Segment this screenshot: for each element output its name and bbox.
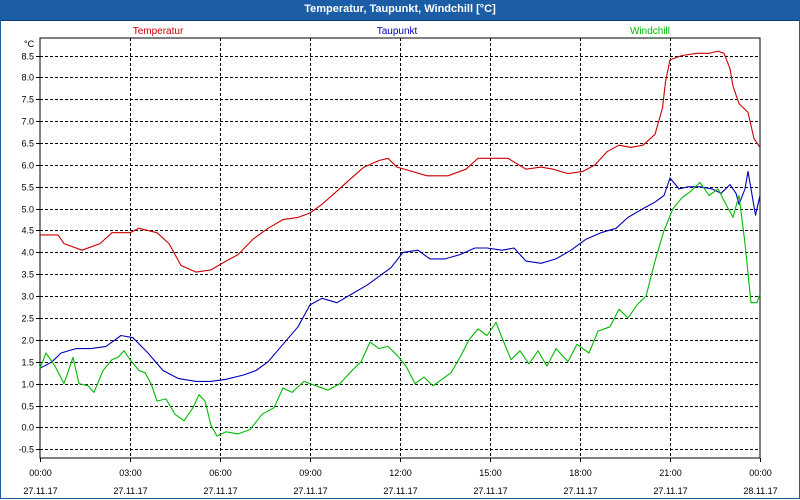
y-tick-label: 2.5 [21,314,34,324]
y-tick-label: 1.5 [21,358,34,368]
y-tick-labels: 8.5 8.0 7.5 7.0 6.5 6.0 5.5 5.0 4.5 4.0 3.5 3.0 2.5 2… [18,52,34,455]
y-tick-label: 0.5 [21,402,34,412]
x-tick-time: 00:00 [29,468,52,478]
y-tick-label: 4.0 [21,248,34,258]
x-tick-time: 21:00 [659,468,682,478]
x-tick-time: 03:00 [119,468,142,478]
series-lines [39,50,761,437]
x-tick-time: 12:00 [389,468,412,478]
y-tick-label: 8.5 [21,52,34,62]
legend-item-temperatur: Temperatur [133,26,184,37]
x-tick-time: 06:00 [209,468,232,478]
window-title: Temperatur, Taupunkt, Windchill [°C] [304,3,496,15]
x-tick-labels: 00:00 27.11.17 03:00 27.11.17 06:00 27.11.17 0… [23,468,777,496]
x-tick-date: 27.11.17 [203,486,237,496]
y-axis-unit: °C [24,39,35,49]
grid-lines [40,38,760,458]
x-tick-date: 27.11.17 [383,486,417,496]
x-tick-date: 27.11.17 [113,486,147,496]
legend-item-taupunkt: Taupunkt [377,26,418,37]
series-line-windchill [39,181,761,437]
y-tick-label: 1.0 [21,380,34,390]
x-tick-date: 27.11.17 [23,486,57,496]
x-tick-time: 18:00 [569,468,592,478]
y-tick-label: -0.5 [18,445,34,455]
y-tick-label: 3.0 [21,292,34,302]
x-tick-date: 27.11.17 [563,486,597,496]
axes [36,37,761,462]
y-tick-label: 6.5 [21,139,34,149]
x-tick-date: 27.11.17 [653,486,687,496]
series-line-taupunkt [39,170,761,382]
y-tick-label: 6.0 [21,161,34,171]
y-tick-label: 7.0 [21,117,34,127]
x-tick-date: 27.11.17 [293,486,327,496]
legend: Temperatur Taupunkt Windchill [133,26,670,37]
y-tick-label: 2.0 [21,336,34,346]
series-line-temperatur [40,50,761,273]
x-tick-time: 09:00 [299,468,322,478]
x-tick-time: 15:00 [479,468,502,478]
y-tick-label: 4.5 [21,226,34,236]
window-titlebar: Temperatur, Taupunkt, Windchill [°C] [0,0,800,21]
y-tick-label: 0.0 [21,423,34,433]
x-tick-date: 28.11.17 [743,486,777,496]
y-tick-label: 8.0 [21,73,34,83]
legend-item-windchill: Windchill [630,26,670,37]
x-tick-time: 00:00 [749,468,772,478]
y-tick-label: 3.5 [21,270,34,280]
y-tick-label: 5.0 [21,205,34,215]
y-tick-label: 7.5 [21,95,34,105]
x-tick-date: 27.11.17 [473,486,507,496]
y-tick-label: 5.5 [21,183,34,193]
